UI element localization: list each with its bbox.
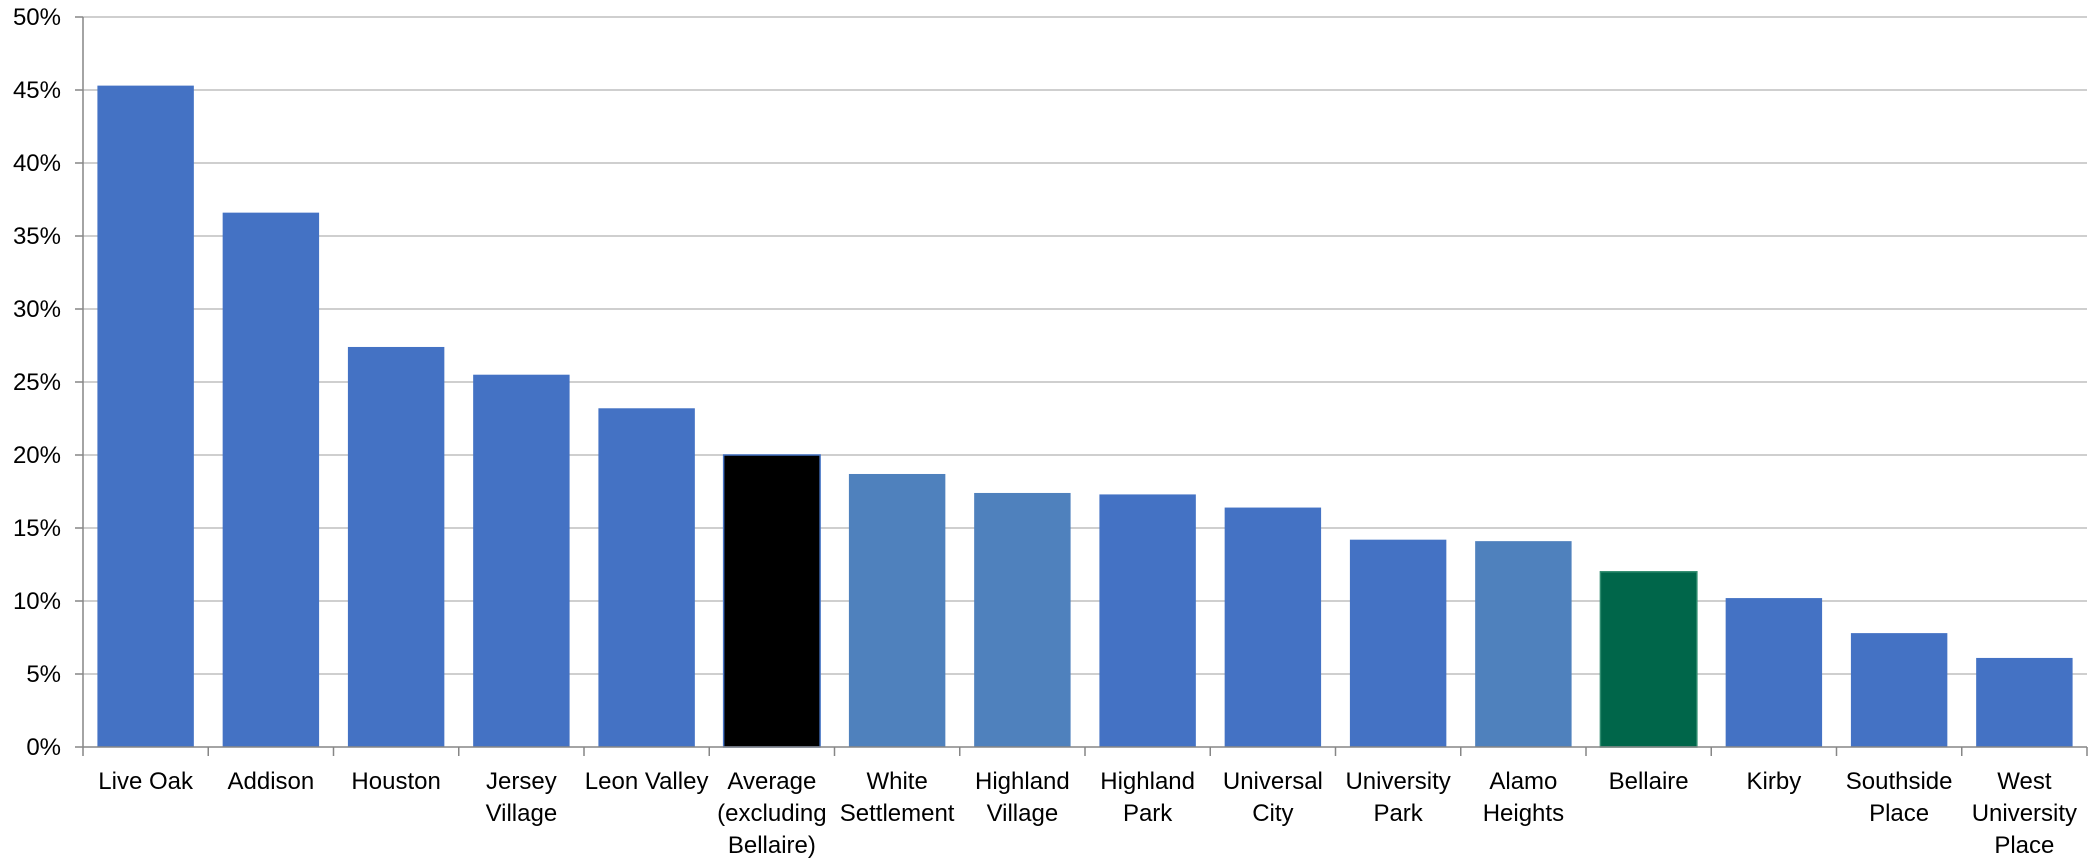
category-label: Highland Park (1100, 768, 1195, 827)
y-tick-label: 50% (13, 4, 61, 31)
bar-live-oak (97, 86, 193, 747)
y-tick-label: 15% (13, 515, 61, 542)
bar-average-excluding-bellaire (724, 455, 820, 747)
category-label: Jersey Village (486, 768, 558, 827)
bar-west-university-place (1976, 658, 2072, 747)
category-label: University Park (1345, 768, 1450, 827)
y-tick-label: 20% (13, 442, 61, 469)
y-tick-label: 0% (26, 734, 61, 761)
category-label: Average (excluding Bellaire) (717, 768, 826, 859)
y-tick-label: 40% (13, 150, 61, 177)
bar-alamo-heights (1475, 541, 1571, 747)
bar-southside-place (1851, 633, 1947, 747)
category-label: Addison (228, 768, 315, 795)
bar-bellaire (1600, 572, 1696, 747)
category-label: Kirby (1747, 768, 1802, 795)
category-label: Universal City (1223, 768, 1323, 827)
bar-highland-village (974, 493, 1070, 747)
category-label: West University Place (1972, 768, 2077, 859)
category-label: Leon Valley (585, 768, 709, 795)
y-tick-label: 5% (26, 661, 61, 688)
y-tick-label: 10% (13, 588, 61, 615)
category-label: Houston (351, 768, 440, 795)
category-label: Alamo Heights (1483, 768, 1564, 827)
category-label: Highland Village (975, 768, 1070, 827)
category-labels: Live Oak Addison Houston Jersey Village Leon … (98, 768, 2077, 859)
bar-highland-park (1099, 494, 1195, 747)
category-label: Live Oak (98, 768, 194, 795)
bar-leon-valley (598, 408, 694, 747)
y-tick-labels: 0% 5% 10% 15% 20% 25% 30% 35% 40% 45% 50% (13, 4, 83, 761)
bar-university-park (1350, 540, 1446, 747)
bars (97, 86, 2072, 747)
bar-universal-city (1225, 508, 1321, 747)
category-label: Southside Place (1846, 768, 1953, 827)
bar-houston (348, 347, 444, 747)
y-tick-label: 30% (13, 296, 61, 323)
bar-jersey-village (473, 375, 569, 747)
category-label: Bellaire (1609, 768, 1689, 795)
bar-addison (223, 213, 319, 747)
y-tick-label: 45% (13, 77, 61, 104)
y-tick-label: 25% (13, 369, 61, 396)
bar-kirby (1726, 598, 1822, 747)
bar-white-settlement (849, 474, 945, 747)
y-tick-label: 35% (13, 223, 61, 250)
category-label: White Settlement (840, 768, 955, 827)
